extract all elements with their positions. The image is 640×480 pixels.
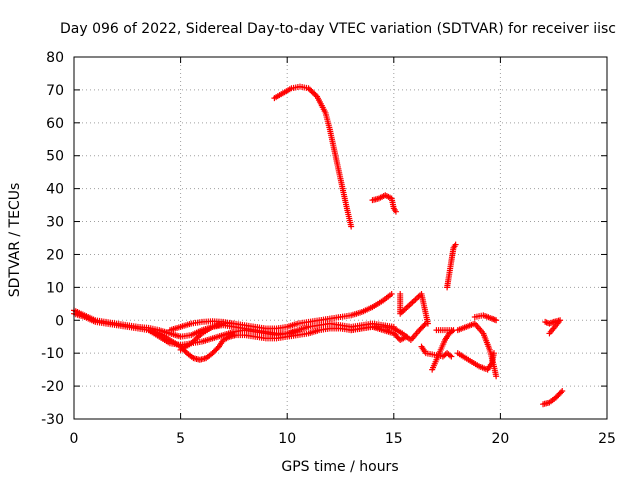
series-prn-f: [271, 83, 355, 230]
axis-ticks: 0 5 10 15 20 25 -30 -20 -10 0 10 20 30 40 50 60 70 80: [41, 50, 616, 447]
data-point-plus: [557, 389, 564, 396]
data-point-plus: [388, 290, 395, 297]
y-tick-label: 0: [55, 313, 64, 329]
series-prn-b: [71, 310, 410, 363]
series-prn-q: [540, 388, 566, 408]
y-tick-label: 30: [46, 215, 64, 231]
y-axis-label: SDTVAR / TECUs: [7, 183, 23, 298]
series-prn-h: [348, 320, 429, 344]
data-point-plus: [308, 88, 315, 95]
series-prn-m: [454, 320, 500, 380]
data-point-plus: [311, 90, 318, 97]
series-prn-g: [369, 192, 399, 215]
series-prn-k: [418, 343, 455, 360]
series-prn-p: [542, 317, 564, 337]
data-point-plus: [424, 320, 431, 327]
data-point-plus: [433, 327, 440, 334]
x-tick-label: 10: [278, 431, 296, 447]
data-point-plus: [491, 350, 498, 357]
series-prn-n: [454, 350, 498, 373]
data-point-plus: [294, 328, 301, 335]
x-axis-label: GPS time / hours: [281, 459, 398, 475]
y-tick-label: 40: [46, 182, 64, 198]
data-point-plus: [493, 317, 500, 324]
series-prn-o: [471, 312, 500, 324]
series-prn-l: [444, 241, 459, 291]
y-tick-label: -20: [41, 379, 64, 395]
x-tick-label: 0: [70, 431, 79, 447]
y-tick-label: 70: [46, 83, 64, 99]
y-tick-label: 10: [46, 280, 64, 296]
data-point-plus: [421, 321, 428, 328]
y-tick-label: 20: [46, 247, 64, 263]
series-prn-d: [166, 290, 395, 334]
data-point-plus: [559, 388, 566, 395]
data-point-plus: [452, 241, 459, 248]
y-tick-label: 80: [46, 50, 64, 66]
x-tick-label: 5: [176, 431, 185, 447]
data-point-plus: [546, 330, 553, 337]
y-tick-label: 60: [46, 116, 64, 132]
series-prn-i: [397, 290, 431, 327]
data-point-plus: [348, 223, 355, 230]
data-point-plus: [448, 353, 455, 360]
data-point-plus: [392, 208, 399, 215]
y-tick-label: -30: [41, 412, 64, 428]
chart-title: Day 096 of 2022, Sidereal Day-to-day VTE…: [60, 21, 616, 37]
x-tick-label: 25: [598, 431, 616, 447]
plot-area: [71, 83, 566, 408]
y-tick-label: 50: [46, 149, 64, 165]
data-point-plus: [230, 320, 237, 327]
x-tick-label: 20: [491, 431, 509, 447]
series-prn-j: [429, 327, 457, 373]
series-prn-e: [177, 320, 237, 353]
y-tick-label: -10: [41, 346, 64, 362]
plot-frame: [73, 56, 608, 420]
data-point-plus: [493, 373, 500, 380]
x-tick-label: 15: [385, 431, 403, 447]
grid-lines: [74, 57, 607, 419]
